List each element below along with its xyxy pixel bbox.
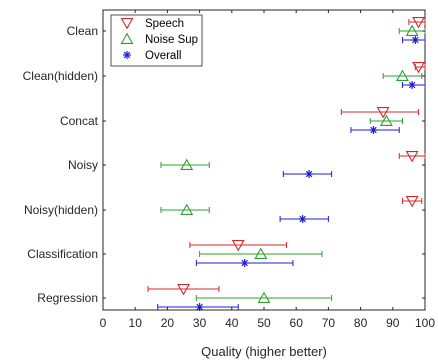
- x-tick-label: 20: [161, 316, 175, 330]
- x-tick-label: 80: [354, 316, 368, 330]
- legend-marker: [123, 51, 131, 59]
- data-point: [376, 107, 390, 119]
- y-tick-label: Classification: [27, 247, 98, 261]
- data-point: [254, 247, 268, 259]
- legend: Speech Noise Sup Overall: [110, 14, 203, 67]
- y-tick-label: Regression: [37, 291, 98, 305]
- data-point: [298, 215, 307, 223]
- data-point: [405, 151, 419, 163]
- error-bar: [147, 286, 220, 292]
- legend-label: Speech: [145, 18, 184, 30]
- legend-marker: [120, 32, 134, 44]
- x-tick-label: 100: [415, 316, 435, 330]
- x-tick-label: 90: [386, 316, 400, 330]
- data-point: [405, 196, 419, 208]
- error-bar: [382, 73, 423, 79]
- legend-entry: Noise Sup: [120, 32, 198, 46]
- legend-entry: Speech: [120, 18, 184, 30]
- legend-marker: [120, 18, 134, 30]
- x-tick-label: 70: [322, 316, 336, 330]
- error-bar: [160, 162, 210, 168]
- legend-entry: Overall: [123, 50, 181, 62]
- error-bar: [408, 19, 426, 25]
- legend-box: [110, 14, 203, 67]
- data-point: [180, 158, 194, 170]
- y-tick-label: Noisy(hidden): [24, 203, 98, 217]
- data-point: [257, 291, 271, 303]
- error-bar: [195, 295, 333, 301]
- data-point: [412, 17, 426, 29]
- x-axis-ticks: 0 10 20 30 40 50 60 70 80 90 100: [100, 10, 435, 330]
- error-bar: [189, 242, 288, 248]
- error-bar: [398, 153, 426, 159]
- error-bar: [401, 198, 423, 204]
- data-point: [405, 24, 419, 36]
- error-bar: [160, 207, 210, 213]
- data-point: [411, 36, 420, 44]
- data-point: [240, 259, 249, 267]
- y-tick-label: Concat: [60, 114, 99, 128]
- y-tick-label: Noisy: [68, 158, 98, 172]
- x-tick-label: 0: [100, 316, 107, 330]
- data-point: [369, 126, 378, 134]
- x-axis-label: Quality (higher better): [201, 344, 327, 359]
- data-markers: [177, 17, 426, 311]
- error-bar: [199, 251, 323, 257]
- x-tick-label: 50: [257, 316, 271, 330]
- data-point: [379, 114, 393, 126]
- data-point: [231, 240, 245, 252]
- x-tick-label: 30: [193, 316, 207, 330]
- error-bar: [369, 118, 403, 124]
- data-point: [177, 284, 190, 296]
- data-point: [412, 62, 426, 74]
- x-tick-label: 60: [290, 316, 304, 330]
- x-tick-label: 10: [129, 316, 143, 330]
- data-point: [408, 81, 417, 89]
- data-point: [180, 203, 194, 215]
- legend-label: Overall: [145, 50, 181, 62]
- data-point: [305, 170, 314, 178]
- y-tick-label: Clean: [67, 24, 98, 38]
- legend-label: Noise Sup: [145, 34, 198, 46]
- data-point: [396, 69, 409, 81]
- y-tick-label: Clean(hidden): [23, 69, 98, 83]
- x-tick-label: 40: [225, 316, 239, 330]
- y-axis-ticks: Clean Clean(hidden) Concat Noisy Noisy(hidde…: [23, 24, 425, 305]
